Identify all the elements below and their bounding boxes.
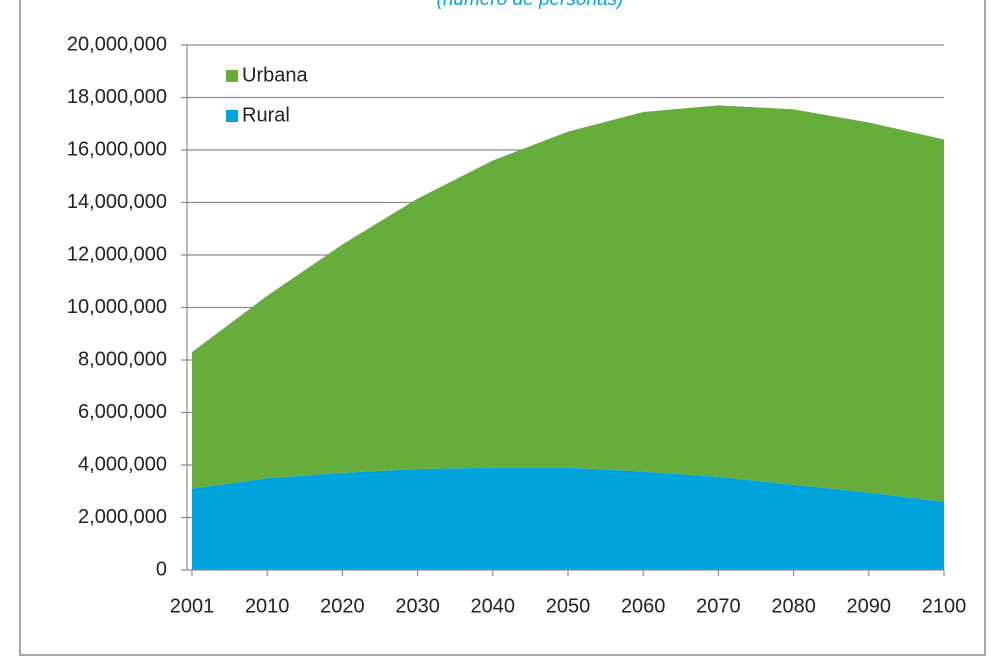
legend-swatch: [226, 110, 238, 122]
legend-label: Rural: [242, 104, 290, 126]
x-tick-label: 2100: [922, 595, 967, 617]
x-tick-label: 2070: [696, 595, 741, 617]
area: [192, 467, 944, 570]
x-tick-label: 2040: [471, 595, 516, 617]
chart-frame: [19, 0, 986, 656]
x-tick-label: 2080: [771, 595, 816, 617]
y-tick-label: 14,000,000: [67, 191, 167, 213]
x-tick-label: 2030: [395, 595, 440, 617]
y-tick-label: 20,000,000: [67, 33, 167, 55]
x-tick-label: 2010: [245, 595, 290, 617]
x-tick-label: 2090: [847, 595, 892, 617]
y-tick-label: 6,000,000: [78, 401, 167, 423]
x-tick-label: 2060: [621, 595, 666, 617]
y-tick-label: 10,000,000: [67, 296, 167, 318]
area: [192, 105, 944, 502]
x-tick-label: 2001: [170, 595, 215, 617]
y-tick-label: 8,000,000: [78, 348, 167, 370]
y-tick-label: 12,000,000: [67, 243, 167, 265]
legend-swatch: [226, 70, 238, 82]
x-tick-label: 2050: [546, 595, 591, 617]
y-tick-label: 0: [156, 558, 167, 580]
x-tick-label: 2020: [320, 595, 365, 617]
y-tick-label: 18,000,000: [67, 86, 167, 108]
y-tick-label: 4,000,000: [78, 453, 167, 475]
y-tick-label: 16,000,000: [67, 138, 167, 160]
legend-label: Urbana: [242, 64, 308, 86]
y-tick-label: 2,000,000: [78, 506, 167, 528]
chart-subtitle: (número de personas): [437, 0, 624, 10]
